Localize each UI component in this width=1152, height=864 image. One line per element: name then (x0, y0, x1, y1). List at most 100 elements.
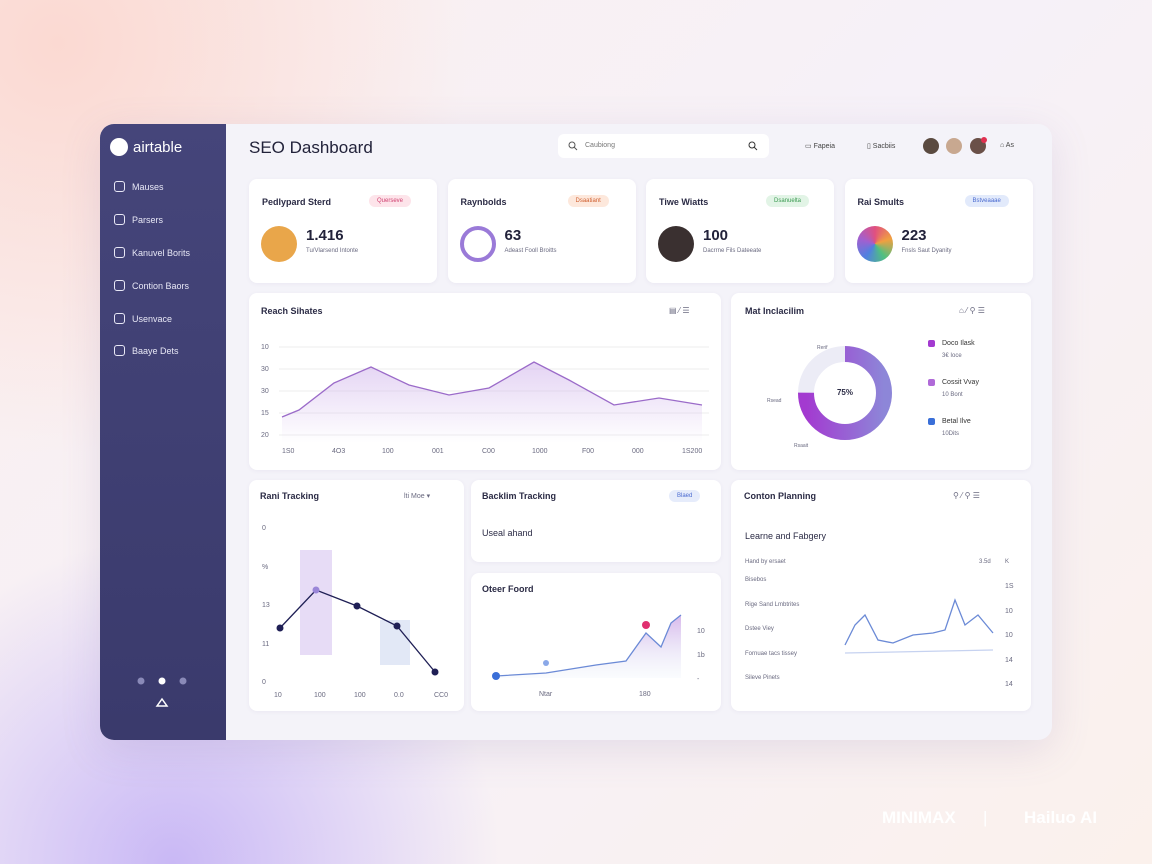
x-tick-label: 100 (382, 448, 394, 455)
x-tick-label: 001 (432, 448, 444, 455)
legend-swatch (928, 418, 935, 425)
stat-value: 223 (901, 227, 927, 244)
x-tick-label: 4O3 (332, 448, 346, 455)
legend-label: Betal Ilve (942, 418, 971, 425)
search-box[interactable]: Caubiong (558, 134, 769, 158)
action-label[interactable]: Fapeia (813, 143, 835, 150)
y-tick-label: 10 (1005, 632, 1013, 639)
y-tick-label: 30 (261, 388, 269, 395)
nav-item[interactable]: Parsers (114, 214, 163, 225)
stat-card: Tiwe Wiatts Dsanuelta 100 Dacrrne Fils Date… (646, 179, 834, 283)
watermark-separator: | (983, 808, 988, 827)
stat-title: Rai Smults (857, 197, 905, 207)
stat-badge: Querseve (369, 195, 412, 207)
stat-card: Raynbolds Dsaatiant 63 Adeast Fooll Broitts (447, 179, 636, 283)
avatars (923, 137, 987, 154)
brand-logo (110, 138, 128, 156)
user-label[interactable]: As (1005, 142, 1014, 149)
rank-panel: Rani Tracking lti Moe ▾ 0% 13 11 0 10 100 100 0… (249, 480, 464, 711)
nav-item[interactable]: Kanuvel Borits (114, 247, 190, 258)
legend-sub: 3€ Ioce (942, 353, 962, 359)
list-head-value: 3.5d (979, 559, 991, 565)
dropdown-label[interactable]: lti Moe (404, 493, 425, 500)
list-item: Bisebos (745, 577, 767, 583)
x-tick-label: CC0 (434, 692, 449, 699)
nav-label[interactable]: Mauses (132, 181, 164, 192)
x-tick-label: 0.0 (394, 692, 404, 699)
nav-item[interactable]: Baaye Dets (114, 345, 179, 356)
y-tick-label: 10 (261, 344, 269, 351)
legend-sub: 10 Bont (942, 392, 963, 398)
stat-sub: Tu/Vlarsend Intonte (306, 248, 359, 254)
y-tick-label: 13 (262, 602, 270, 609)
panel-icons[interactable]: ▤ ⁄ ☰ (669, 306, 690, 315)
area-chart (279, 346, 709, 443)
nav-label[interactable]: Parsers (132, 214, 164, 225)
legend-label: Cossit Vvay (942, 379, 979, 386)
list-item: Rige Sand Lmbtrites (745, 601, 800, 608)
stat-title: Tiwe Wiatts (659, 197, 709, 207)
legend-swatch (928, 340, 935, 347)
x-tick-label: 1S200 (682, 448, 703, 455)
sidebar: airtable Mauses Parsers Kanuvel Borits C… (100, 124, 226, 740)
list-item: Sileve Pinets (745, 675, 780, 681)
list-item: Dstee Viey (745, 626, 774, 632)
nav-item[interactable]: Usenvace (114, 313, 172, 324)
page-title: SEO Dashboard (249, 138, 373, 157)
content-chart (844, 598, 994, 654)
reach-panel: Reach Sihates ▤ ⁄ ☰ 10 30 30 15 20 1S0 4O3 100 0… (249, 293, 721, 470)
x-tick-label: 180 (639, 691, 651, 698)
x-tick-label: 100 (354, 692, 366, 699)
y-tick-label: - (697, 676, 700, 683)
stat-icon (658, 226, 694, 262)
watermark: MINIMAX (882, 808, 956, 827)
stat-value: 100 (703, 227, 729, 244)
search-placeholder[interactable]: Caubiong (585, 142, 615, 149)
donut-label: Rerif (817, 345, 828, 351)
stat-icon (459, 226, 496, 262)
nav-label[interactable]: Contion Baors (132, 280, 190, 291)
panel-icons[interactable]: ⌂ ⁄ ⚲ ☰ (959, 306, 985, 315)
stat-sub: Adeast Fooll Broitts (504, 248, 557, 254)
legend-swatch (928, 379, 935, 386)
dashboard: airtable Mauses Parsers Kanuvel Borits C… (100, 124, 1052, 740)
y-tick-label: 10 (697, 628, 705, 635)
y-tick-label: 0 (262, 525, 266, 532)
stat-icon (261, 226, 297, 262)
nav-label[interactable]: Usenvace (132, 313, 173, 324)
nav-item[interactable]: Contion Baors (114, 280, 189, 291)
other-chart (492, 614, 682, 680)
x-tick-label: 1S0 (282, 448, 295, 455)
list-head-unit: K (1005, 559, 1010, 565)
stat-icon (856, 226, 893, 262)
header-action[interactable]: ▯ Sacbiis (867, 143, 896, 150)
nav-label[interactable]: Baaye Dets (132, 345, 179, 356)
x-tick-label: C00 (482, 448, 495, 455)
nav-item[interactable]: Mauses (114, 181, 164, 192)
user[interactable]: ⌂ As (1000, 142, 1014, 149)
stat-sub: Dacrrne Fils Dateeate (703, 248, 762, 254)
y-tick-label: 11 (262, 640, 270, 648)
dropdown[interactable]: lti Moe ▾ (404, 493, 431, 500)
stat-badge: Bstveaaae (964, 195, 1009, 207)
search-icon[interactable] (748, 141, 758, 151)
x-tick-label: F00 (582, 448, 595, 455)
stat-sub: Fnsls Saut Dyanity (901, 248, 952, 254)
x-tick-label: 100 (314, 692, 326, 699)
nav-label[interactable]: Kanuvel Borits (132, 247, 191, 258)
donut-label: Rsaait (794, 443, 809, 449)
panel-title: Rani Tracking (260, 491, 320, 501)
action-label[interactable]: Sacbiis (872, 143, 896, 150)
stat-badge: Dsaatiant (567, 195, 609, 207)
y-tick-label: % (262, 563, 269, 571)
panel-icons[interactable]: ⚲ ⁄ ⚲ ☰ (953, 491, 980, 500)
legend-label: Doco Ilask (942, 340, 975, 347)
header-action[interactable]: ▭ Fapeia (805, 143, 835, 150)
x-tick-label: Ntar (539, 691, 553, 698)
x-tick-label: 000 (632, 448, 644, 455)
watermark: Hailuo AI (1024, 808, 1098, 827)
stat-value: 1.416 (306, 227, 344, 244)
donut-center: 75% (836, 388, 853, 397)
brand: airtable (133, 139, 183, 156)
y-tick-label: 20 (261, 432, 269, 439)
